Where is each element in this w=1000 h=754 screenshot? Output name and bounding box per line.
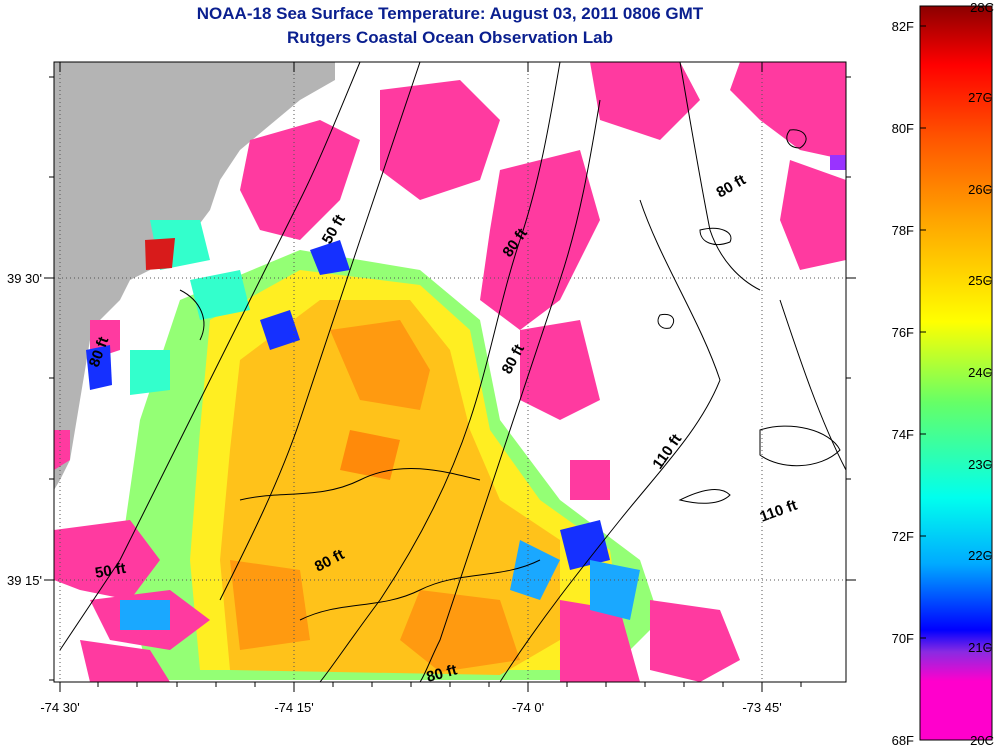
contour-label-80ft-bottom: 80 ft [425, 661, 459, 685]
colorbar-c-label: 21C [968, 640, 992, 655]
colorbar-f-label: 72F [892, 529, 914, 544]
colorbar-f-label: 82F [892, 19, 914, 34]
colorbar-c-label: 24C [968, 365, 992, 380]
x-tick-label: -73 45' [742, 700, 781, 715]
axis-ticks [44, 62, 856, 692]
x-tick-label: -74 0' [512, 700, 544, 715]
y-tick-label: 39 30' [7, 271, 42, 286]
colorbar-gradient [919, 5, 993, 741]
colorbar-c-label: 23C [968, 457, 992, 472]
x-tick-label: -74 30' [40, 700, 79, 715]
colorbar-c-label: 27C [968, 90, 992, 105]
colorbar-c-label: 22C [968, 548, 992, 563]
bathymetry-contours [59, 62, 846, 682]
map-subtitle: Rutgers Coastal Ocean Observation Lab [287, 28, 613, 47]
colorbar-c-label: 26C [968, 182, 992, 197]
colorbar-f-label: 80F [892, 121, 914, 136]
map-area: 50 ft 80 ft 80 ft 80 ft 80 ft 110 ft 110… [54, 62, 846, 685]
colorbar-c-label: 28C [970, 0, 994, 15]
colorbar-f-label: 78F [892, 223, 914, 238]
colorbar-c-label: 25C [968, 273, 992, 288]
colorbar-c-label: 20C [970, 733, 994, 748]
colorbar: 82F 80F 78F 76F 74F 72F 70F 68F 28C 27C … [892, 0, 994, 748]
colorbar-f-label: 76F [892, 325, 914, 340]
colorbar-f-label: 68F [892, 733, 914, 748]
x-tick-label: -74 15' [274, 700, 313, 715]
y-tick-label: 39 15' [7, 573, 42, 588]
land-mass [54, 62, 335, 490]
colorbar-f-label: 70F [892, 631, 914, 646]
colorbar-f-label: 74F [892, 427, 914, 442]
map-title: NOAA-18 Sea Surface Temperature: August … [196, 4, 704, 23]
contour-label-50ft-south: 50 ft [94, 560, 127, 582]
scattered-pixels [54, 62, 846, 682]
